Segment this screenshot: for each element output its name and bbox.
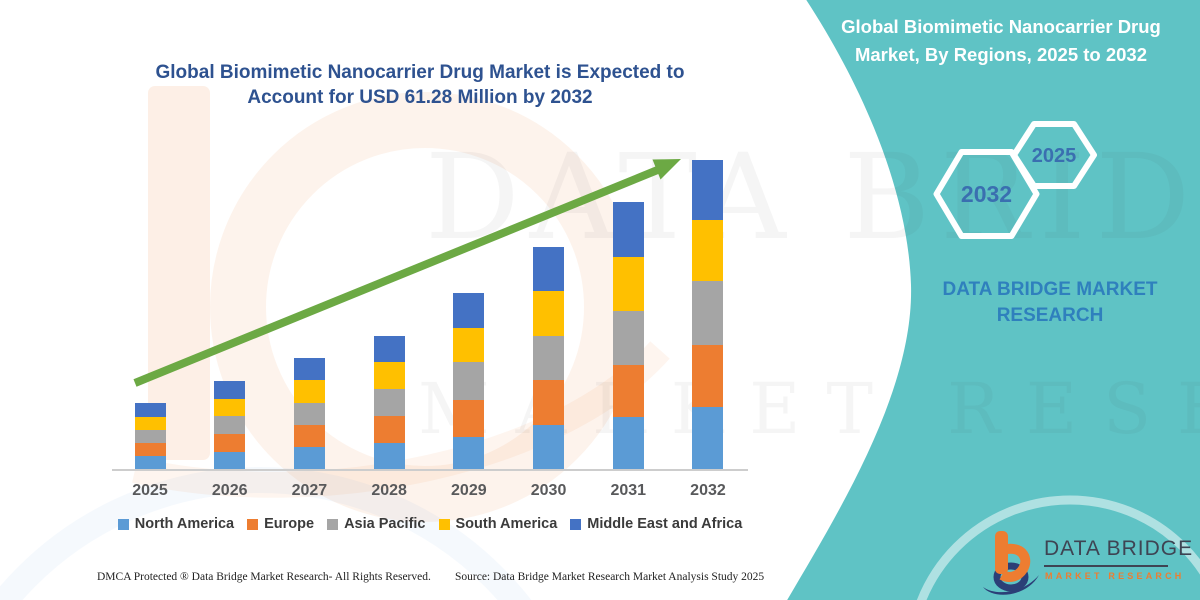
dmca-notice: DMCA Protected ® Data Bridge Market Rese… bbox=[97, 571, 431, 583]
bar-segment-north-america-2030 bbox=[533, 424, 565, 470]
hexagon-2025-label: 2025 bbox=[1031, 145, 1077, 167]
hexagon-2032-label: 2032 bbox=[960, 181, 1013, 207]
bar-segment-south-america-2027 bbox=[293, 380, 325, 403]
logo-b-stem bbox=[995, 531, 1008, 574]
chart-title-line2: Account for USD 61.28 Million by 2032 bbox=[247, 87, 593, 109]
bar-segment-north-america-2027 bbox=[293, 447, 325, 470]
panel-title-line2: Market, By Regions, 2025 to 2032 bbox=[854, 43, 1148, 65]
chart-title-line1: Global Biomimetic Nanocarrier Drug Marke… bbox=[155, 62, 685, 83]
logo-b-bowl bbox=[999, 543, 1031, 582]
bar-segment-europe-2032 bbox=[692, 344, 724, 408]
legend-swatch-icon bbox=[570, 518, 582, 530]
bar-segment-middle-east-and-africa-2030 bbox=[533, 246, 565, 292]
legend-item-asia-pacific: Asia Pacific bbox=[327, 516, 426, 532]
bar-segment-north-america-2032 bbox=[692, 407, 724, 470]
bar-segment-asia-pacific-2027 bbox=[293, 402, 325, 425]
year-label-2031: 2031 bbox=[610, 482, 647, 499]
bar-segment-asia-pacific-2025 bbox=[134, 429, 166, 443]
logo-name: DATA BRIDGE bbox=[1044, 537, 1194, 560]
year-label-2030: 2030 bbox=[530, 482, 567, 499]
legend-swatch-icon bbox=[117, 518, 129, 530]
bar-segment-south-america-2028 bbox=[373, 362, 405, 390]
logo-divider bbox=[1044, 565, 1168, 567]
source-note: Source: Data Bridge Market Research Mark… bbox=[455, 571, 765, 583]
bar-segment-middle-east-and-africa-2031 bbox=[612, 201, 644, 257]
legend-item-europe: Europe bbox=[247, 516, 314, 532]
logo-subtitle: MARKET RESEARCH bbox=[1045, 571, 1185, 581]
bar-segment-north-america-2025 bbox=[134, 455, 166, 470]
bar-segment-middle-east-and-africa-2029 bbox=[453, 292, 485, 328]
bar-segment-north-america-2029 bbox=[453, 436, 485, 470]
logo-swoosh bbox=[983, 575, 1039, 595]
bar-segment-europe-2028 bbox=[373, 415, 405, 443]
bar-segment-south-america-2031 bbox=[612, 257, 644, 311]
bar-segment-europe-2031 bbox=[612, 365, 644, 418]
legend-label: Middle East and Africa bbox=[587, 516, 743, 532]
legend-label: South America bbox=[455, 516, 558, 532]
year-label-2027: 2027 bbox=[291, 482, 328, 499]
bar-segment-north-america-2031 bbox=[612, 417, 644, 470]
chart-title: Global Biomimetic Nanocarrier Drug Marke… bbox=[115, 60, 725, 110]
year-label-2025: 2025 bbox=[132, 482, 168, 499]
bar-segment-south-america-2025 bbox=[134, 416, 166, 430]
logo-navy-loop bbox=[993, 562, 1029, 592]
panel-title-line1: Global Biomimetic Nanocarrier Drug bbox=[841, 16, 1161, 37]
bar-segment-europe-2026 bbox=[214, 434, 246, 452]
bar-segment-south-america-2026 bbox=[214, 398, 246, 417]
year-label-2032: 2032 bbox=[690, 482, 726, 499]
bar-segment-europe-2025 bbox=[134, 442, 166, 456]
bar-segment-middle-east-and-africa-2025 bbox=[134, 403, 166, 417]
bar-segment-middle-east-and-africa-2032 bbox=[692, 160, 724, 221]
year-label-2028: 2028 bbox=[371, 482, 407, 499]
brand-text: DATA BRIDGE MARKET RESEARCH bbox=[905, 277, 1195, 328]
bar-segment-middle-east-and-africa-2028 bbox=[373, 335, 405, 363]
bar-segment-asia-pacific-2031 bbox=[612, 310, 644, 366]
legend-item-north-america: North America bbox=[117, 516, 235, 532]
bar-segment-south-america-2029 bbox=[453, 327, 485, 363]
bar-segment-europe-2027 bbox=[293, 424, 325, 448]
chart-legend: North America Europe Asia Pacific South Ame… bbox=[85, 516, 775, 532]
bar-segment-asia-pacific-2030 bbox=[533, 335, 565, 381]
legend-item-middle-east-and-africa: Middle East and Africa bbox=[570, 516, 742, 532]
legend-swatch-icon bbox=[247, 518, 259, 530]
legend-item-south-america: South America bbox=[438, 516, 558, 532]
legend-swatch-icon bbox=[438, 518, 450, 530]
bar-segment-europe-2030 bbox=[533, 380, 565, 425]
bar-segment-asia-pacific-2026 bbox=[214, 416, 246, 435]
legend-swatch-icon bbox=[327, 518, 339, 530]
bar-segment-south-america-2032 bbox=[692, 220, 724, 281]
brand-text-line2: RESEARCH bbox=[996, 304, 1104, 326]
bar-segment-north-america-2026 bbox=[214, 451, 246, 470]
bar-segment-middle-east-and-africa-2027 bbox=[293, 358, 325, 381]
bar-segment-south-america-2030 bbox=[533, 291, 565, 336]
legend-label: Europe bbox=[264, 516, 315, 532]
x-axis-line bbox=[112, 469, 748, 471]
panel-title: Global Biomimetic Nanocarrier Drug Marke… bbox=[822, 13, 1180, 69]
bar-segment-north-america-2028 bbox=[373, 442, 405, 470]
bar-segment-middle-east-and-africa-2026 bbox=[214, 380, 246, 399]
legend-label: North America bbox=[134, 516, 235, 532]
year-label-2026: 2026 bbox=[211, 482, 248, 499]
brand-text-line1: DATA BRIDGE MARKET bbox=[942, 279, 1158, 300]
legend-label: Asia Pacific bbox=[344, 516, 426, 532]
bar-segment-asia-pacific-2028 bbox=[373, 389, 405, 416]
bar-segment-asia-pacific-2032 bbox=[692, 280, 724, 345]
year-label-2029: 2029 bbox=[451, 482, 487, 499]
bar-segment-asia-pacific-2029 bbox=[453, 362, 485, 401]
bar-segment-europe-2029 bbox=[453, 400, 485, 437]
